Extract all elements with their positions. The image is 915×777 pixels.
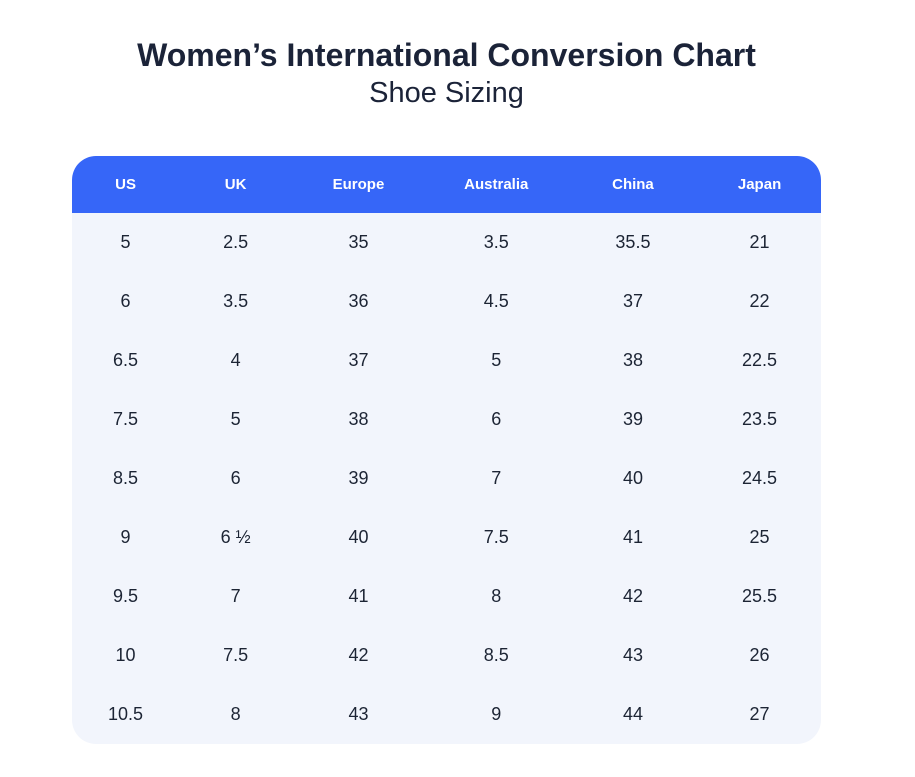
table-cell: 9 <box>72 507 180 567</box>
table-cell: 9 <box>424 684 568 744</box>
table-cell: 41 <box>292 566 425 626</box>
table-header-row: US UK Europe Australia China Japan <box>72 155 821 213</box>
table-cell: 22.5 <box>698 330 821 390</box>
table-cell: 7.5 <box>179 625 293 685</box>
table-cell: 25 <box>698 507 821 567</box>
shoe-size-conversion-table: US UK Europe Australia China Japan 5 2.5 35 3.5 3… <box>72 155 821 744</box>
table-header: US UK Europe Australia China Japan <box>72 155 821 213</box>
table-cell: 41 <box>567 507 699 567</box>
table-cell: 6 <box>72 271 180 331</box>
table-cell: 36 <box>292 271 425 331</box>
column-header: Europe <box>292 155 425 213</box>
table-cell: 3.5 <box>424 212 568 272</box>
column-header: China <box>567 155 699 213</box>
table-cell: 37 <box>567 271 699 331</box>
table-body: 5 2.5 35 3.5 35.5 21 6 3.5 36 4.5 37 22 6.5 4 37 5 38 22.… <box>72 212 821 744</box>
table-cell: 8.5 <box>424 625 568 685</box>
table-cell: 26 <box>698 625 821 685</box>
table-cell: 5 <box>424 330 568 390</box>
page-content: Women’s International Conversion Chart S… <box>72 37 821 744</box>
table-row: 6.5 4 37 5 38 22.5 <box>72 330 821 390</box>
table-cell: 7.5 <box>424 507 568 567</box>
table-row: 10.5 8 43 9 44 27 <box>72 684 821 744</box>
table-cell: 35.5 <box>567 212 699 272</box>
table-cell: 27 <box>698 684 821 744</box>
table-cell: 6 <box>424 389 568 449</box>
column-header: Australia <box>424 155 568 213</box>
table-cell: 40 <box>567 448 699 508</box>
table-cell: 40 <box>292 507 425 567</box>
table-cell: 6 ½ <box>179 507 293 567</box>
table-cell: 7.5 <box>72 389 180 449</box>
table-cell: 42 <box>292 625 425 685</box>
table-cell: 43 <box>292 684 425 744</box>
table-cell: 6 <box>179 448 293 508</box>
table-cell: 23.5 <box>698 389 821 449</box>
table-cell: 5 <box>72 212 180 272</box>
table-cell: 44 <box>567 684 699 744</box>
table-cell: 35 <box>292 212 425 272</box>
table-row: 10 7.5 42 8.5 43 26 <box>72 625 821 685</box>
table-cell: 37 <box>292 330 425 390</box>
column-header: Japan <box>698 155 821 213</box>
column-header: UK <box>179 155 293 213</box>
table-cell: 8.5 <box>72 448 180 508</box>
table-cell: 9.5 <box>72 566 180 626</box>
table-cell: 39 <box>567 389 699 449</box>
table-cell: 38 <box>292 389 425 449</box>
table-cell: 42 <box>567 566 699 626</box>
table-cell: 7 <box>424 448 568 508</box>
table-row: 6 3.5 36 4.5 37 22 <box>72 271 821 331</box>
table-row: 5 2.5 35 3.5 35.5 21 <box>72 212 821 272</box>
table-cell: 6.5 <box>72 330 180 390</box>
table-cell: 22 <box>698 271 821 331</box>
table-cell: 24.5 <box>698 448 821 508</box>
table-cell: 8 <box>179 684 293 744</box>
table-cell: 2.5 <box>179 212 293 272</box>
table-cell: 10 <box>72 625 180 685</box>
table-cell: 5 <box>179 389 293 449</box>
table-row: 7.5 5 38 6 39 23.5 <box>72 389 821 449</box>
table-cell: 38 <box>567 330 699 390</box>
table-row: 8.5 6 39 7 40 24.5 <box>72 448 821 508</box>
column-header: US <box>72 155 180 213</box>
conversion-table-container: US UK Europe Australia China Japan 5 2.5 35 3.5 3… <box>72 155 821 744</box>
table-cell: 25.5 <box>698 566 821 626</box>
table-cell: 8 <box>424 566 568 626</box>
table-cell: 7 <box>179 566 293 626</box>
table-cell: 3.5 <box>179 271 293 331</box>
table-cell: 43 <box>567 625 699 685</box>
table-cell: 10.5 <box>72 684 180 744</box>
page-subtitle: Shoe Sizing <box>369 77 524 110</box>
table-cell: 39 <box>292 448 425 508</box>
table-cell: 21 <box>698 212 821 272</box>
table-cell: 4.5 <box>424 271 568 331</box>
table-row: 9.5 7 41 8 42 25.5 <box>72 566 821 626</box>
table-cell: 4 <box>179 330 293 390</box>
page-title: Women’s International Conversion Chart <box>137 37 756 73</box>
